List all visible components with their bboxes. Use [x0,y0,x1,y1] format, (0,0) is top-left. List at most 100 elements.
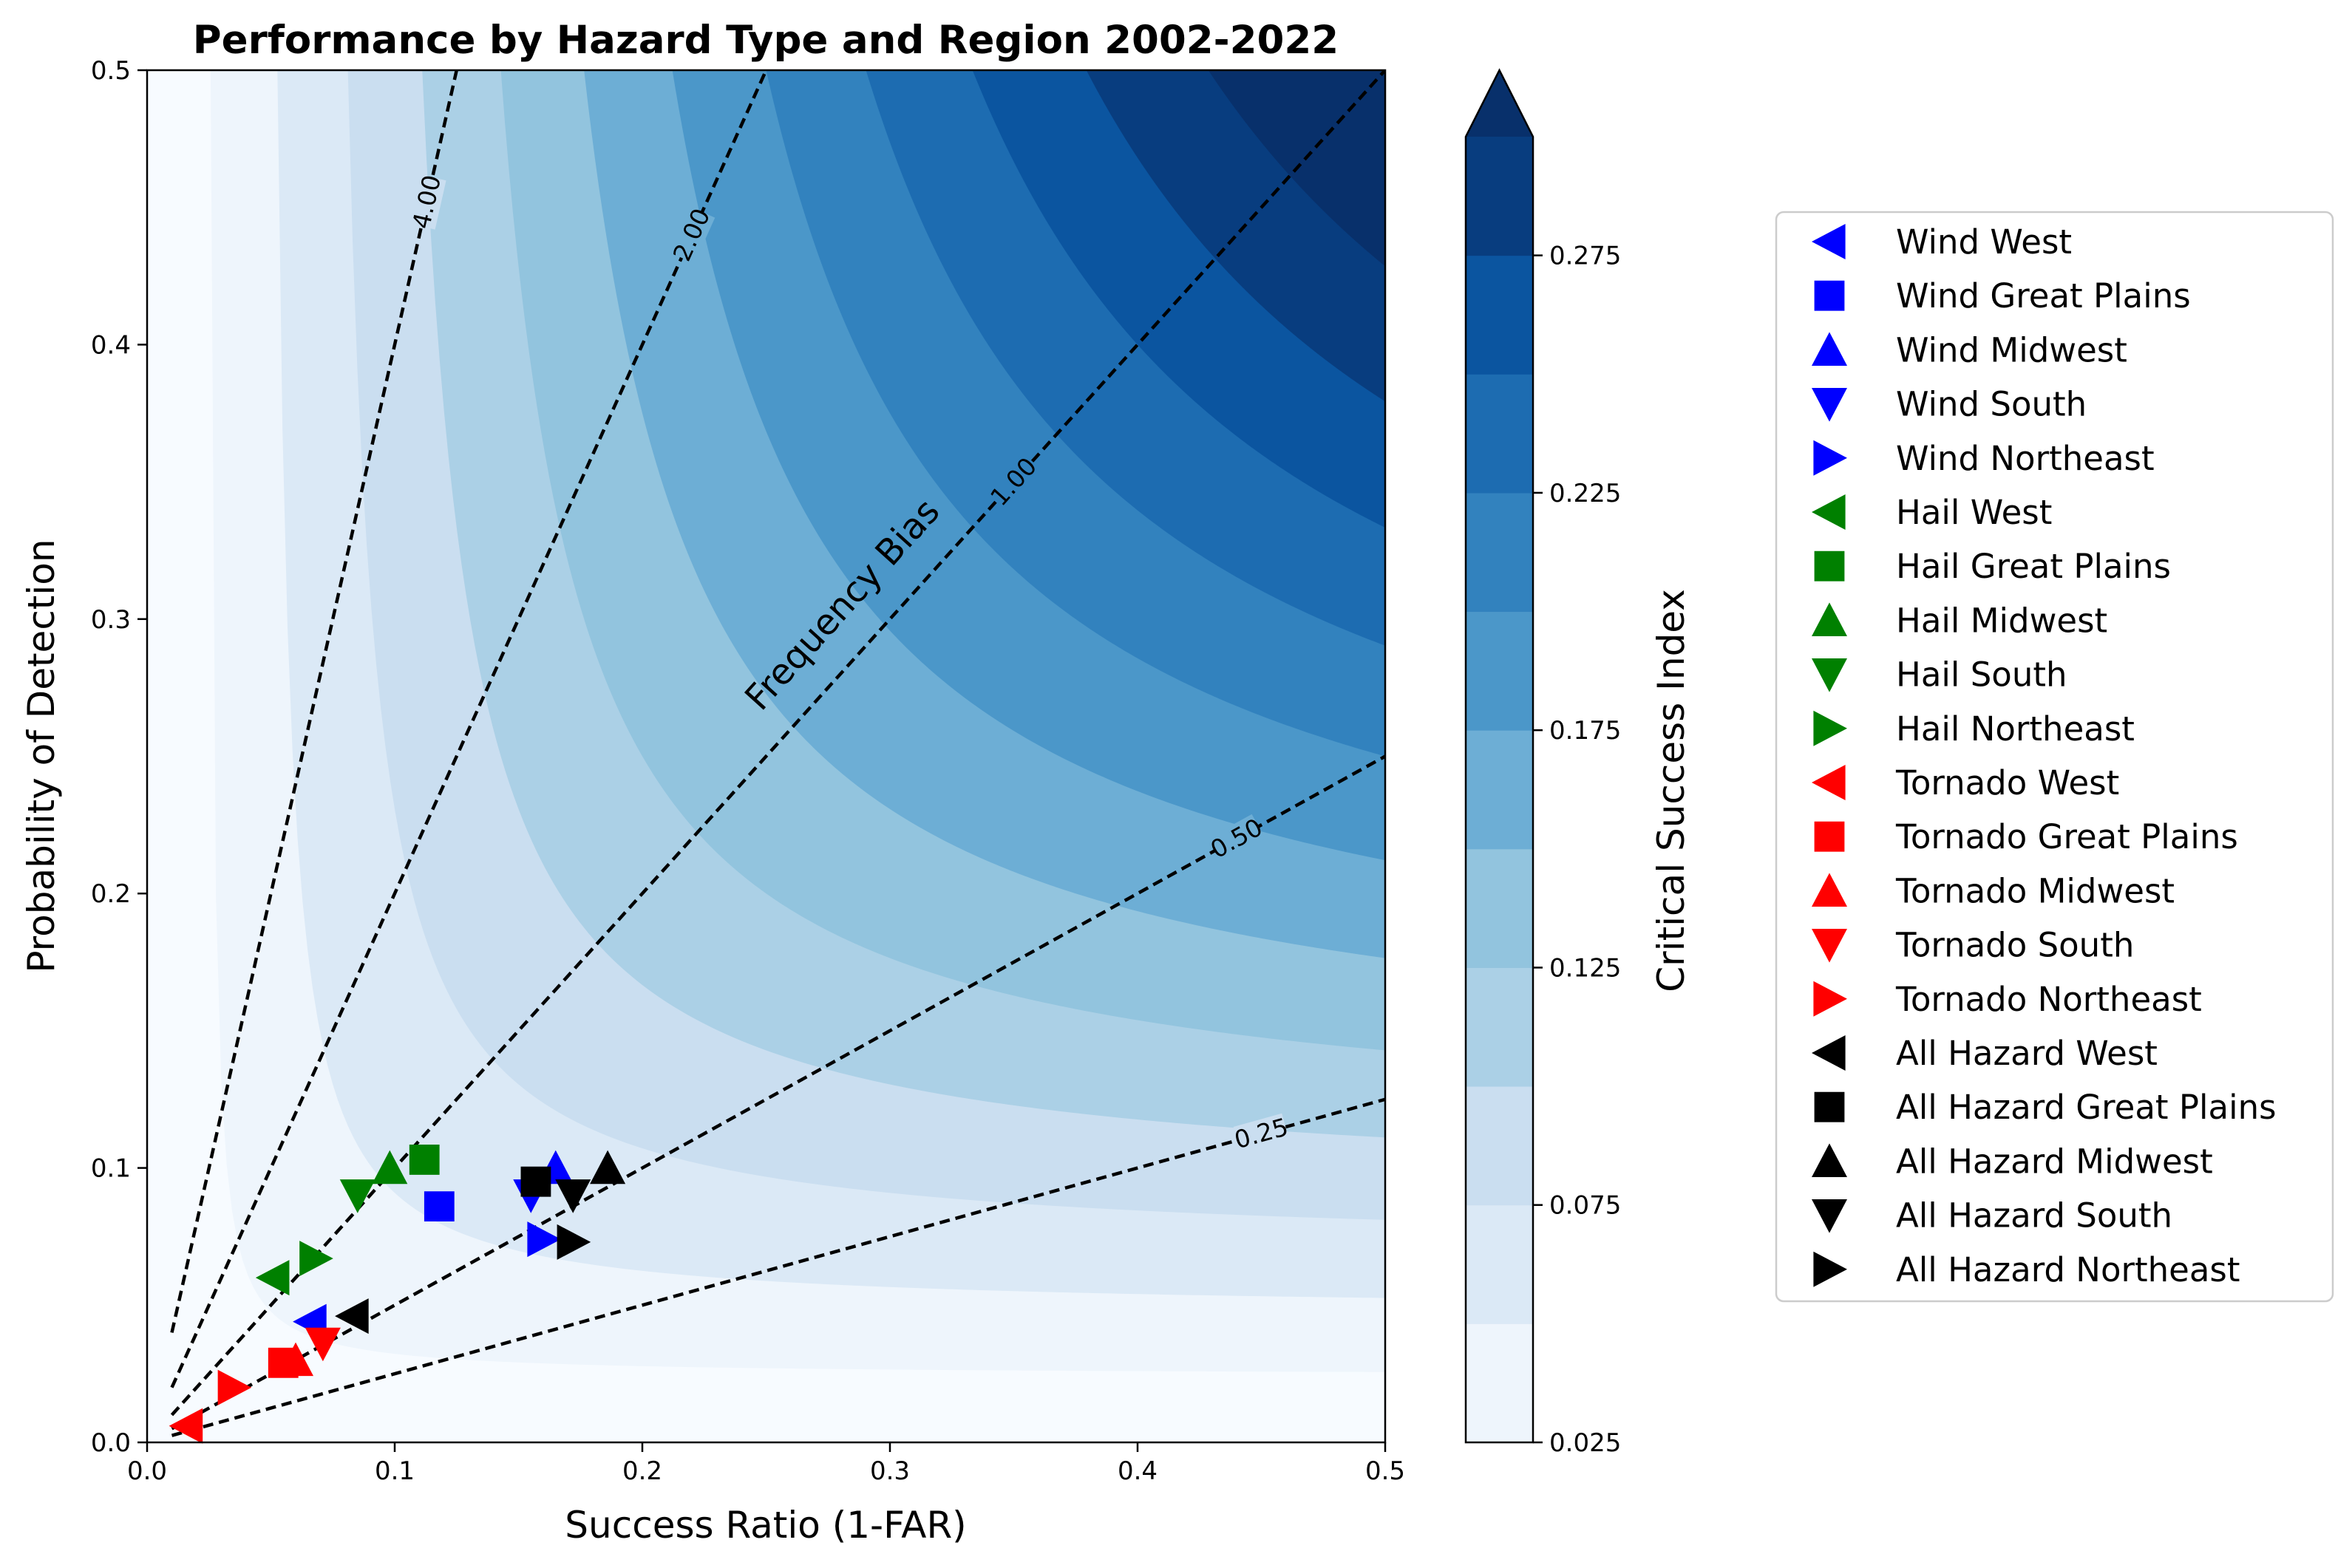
marker-all-hazard-south [555,1179,591,1213]
marker-hail-west [255,1260,290,1296]
bias-line-4.00 [170,70,458,1333]
y-axis-label: Probability of Detection [20,539,63,972]
colorbar-band [1466,848,1533,968]
legend-marker-hail-northeast [1813,710,1847,746]
marker-hail-northeast [299,1241,333,1277]
colorbar-band [1466,255,1533,375]
y-tick-label: 0.1 [91,1154,131,1184]
legend-marker-all-hazard-west [1812,1035,1846,1071]
bias-line-2.00 [170,70,768,1388]
legend-label-wind-midwest: Wind Midwest [1896,330,2127,369]
colorbar-band [1466,374,1533,494]
legend-marker-tornado-great-plains [1814,821,1845,852]
colorbar-tick-label: 0.075 [1549,1191,1621,1221]
legend-label-all-hazard-great-plains: All Hazard Great Plains [1896,1088,2277,1127]
legend-label-hail-west: Hail West [1896,493,2052,532]
colorbar-band [1466,1204,1533,1324]
bias-label-bg [1233,1113,1290,1154]
legend-marker-tornado-midwest [1812,873,1847,907]
legend-label-hail-south: Hail South [1896,655,2067,695]
legend-marker-all-hazard-south [1812,1199,1847,1233]
colorbar-band [1466,1086,1533,1206]
legend-label-tornado-great-plains: Tornado Great Plains [1895,817,2238,856]
legend-box [1775,211,2334,1303]
legend-marker-tornado-west [1812,765,1846,800]
legend-marker-all-hazard-northeast [1813,1251,1847,1287]
legend-label-tornado-west: Tornado West [1895,763,2119,802]
frequency-bias-lines [170,70,1385,1437]
legend-marker-wind-midwest [1812,332,1847,366]
marker-wind-great-plains [424,1191,455,1221]
legend-label-wind-northeast: Wind Northeast [1896,439,2155,478]
colorbar-label: Critical Success Index [1650,589,1693,992]
legend-marker-all-hazard-great-plains [1814,1091,1845,1122]
bias-label-bg [668,206,716,264]
legend-marker-hail-midwest [1812,602,1847,636]
marker-wind-northeast [527,1221,561,1258]
colorbar-band [1466,1323,1533,1443]
legend-marker-tornado-northeast [1813,981,1847,1017]
colorbar: 0.025 0.075 0.125 0.175 0.225 0.275 [1464,68,1621,1458]
colorbar-band [1466,967,1533,1087]
colorbar-band [1466,492,1533,613]
marker-all-hazard-west [335,1298,369,1334]
legend-label-hail-northeast: Hail Northeast [1896,709,2135,749]
colorbar-tick-label: 0.275 [1549,242,1621,271]
bias-label-bg [986,454,1041,511]
legend-marker-wind-northeast [1813,440,1847,476]
legend-label-hail-great-plains: Hail Great Plains [1896,547,2171,586]
colorbar-tick-label: 0.175 [1549,716,1621,746]
x-axis-ticks: 0.0 0.1 0.2 0.3 0.4 0.5 [127,1442,1405,1486]
bias-label-bg [1208,814,1265,864]
colorbar-band [1466,611,1533,731]
y-axis-ticks: 0.0 0.1 0.2 0.3 0.4 0.5 [91,56,147,1458]
x-tick-label: 0.0 [127,1456,167,1486]
colorbar-tick-label: 0.125 [1549,953,1621,983]
legend-marker-wind-south [1812,388,1847,422]
marker-hail-south [339,1179,375,1213]
x-tick-label: 0.1 [375,1456,415,1486]
legend-marker-hail-west [1812,494,1846,530]
legend-marker-wind-west [1812,224,1846,259]
y-tick-label: 0.0 [91,1428,131,1458]
colorbar-band [1466,730,1533,850]
legend-label-all-hazard-northeast: All Hazard Northeast [1896,1250,2240,1289]
marker-tornado-midwest [278,1342,313,1377]
colorbar-tick-label: 0.025 [1549,1428,1621,1458]
colorbar-extend-tip [1466,70,1533,137]
marker-all-hazard-northeast [557,1224,591,1260]
x-tick-label: 0.2 [622,1456,662,1486]
legend-label-all-hazard-midwest: All Hazard Midwest [1896,1142,2213,1181]
legend-marker-wind-great-plains [1814,280,1845,311]
marker-tornado-south [305,1327,341,1362]
marker-hail-midwest [372,1150,408,1184]
legend-label-tornado-midwest: Tornado Midwest [1895,871,2175,910]
bias-line-0.25 [171,1097,1385,1437]
marker-tornado-west [169,1408,203,1444]
y-tick-label: 0.4 [91,330,131,360]
bias-line-1.00 [170,70,1385,1417]
bias-label-bg [407,174,446,230]
x-tick-label: 0.5 [1365,1456,1405,1486]
legend-label-hail-midwest: Hail Midwest [1896,601,2107,640]
plot-frame [146,69,1387,1444]
data-markers [169,1145,626,1444]
legend-label-wind-west: Wind West [1896,222,2072,262]
colorbar-outline [1464,68,1534,1444]
legend-label-all-hazard-west: All Hazard West [1896,1034,2158,1073]
legend-label-wind-south: Wind South [1896,385,2087,424]
legend: Wind West Wind Great Plains Wind Midwest Wi… [1775,211,2334,1303]
y-tick-label: 0.3 [91,605,131,635]
colorbar-band [1466,137,1533,256]
marker-hail-great-plains [409,1145,440,1175]
chart-title: Performance by Hazard Type and Region 20… [193,18,1339,63]
y-tick-label: 0.5 [91,56,131,86]
legend-label-wind-great-plains: Wind Great Plains [1896,276,2191,316]
legend-marker-hail-great-plains [1814,550,1845,582]
colorbar-tick-label: 0.225 [1549,479,1621,508]
marker-all-hazard-great-plains [520,1166,551,1197]
x-axis-label: Success Ratio (1-FAR) [565,1504,966,1547]
legend-marker-tornado-south [1812,929,1847,963]
x-tick-label: 0.4 [1118,1456,1158,1486]
